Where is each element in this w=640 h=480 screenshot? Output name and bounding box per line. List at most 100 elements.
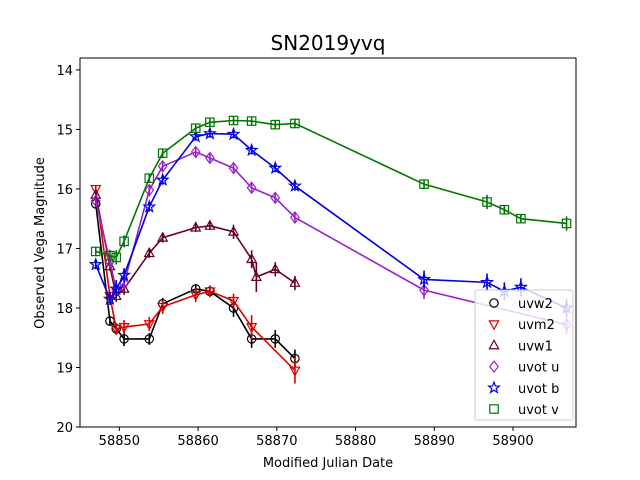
y-tick-label: 20 [56, 421, 73, 436]
data-point [157, 148, 168, 159]
data-point [119, 236, 129, 247]
data-point [119, 334, 129, 344]
x-tick-label: 58890 [414, 434, 455, 449]
data-point [190, 290, 202, 302]
data-point [227, 296, 240, 308]
legend: uvw2 uvm2 uvw1 uvot u uvot b uvot v [474, 289, 574, 421]
data-point [143, 320, 155, 331]
data-point [105, 250, 115, 261]
data-point [204, 287, 216, 298]
data-point [269, 262, 281, 274]
legend-label-uvm2: uvm2 [518, 318, 555, 333]
y-tick-label: 16 [56, 183, 73, 198]
x-tick-label: 58880 [335, 434, 376, 449]
x-tick-label: 58850 [99, 434, 140, 449]
y-axis-label: Observed Vega Magnitude [33, 157, 48, 329]
data-point [117, 267, 132, 282]
data-point [289, 211, 300, 224]
data-point [157, 231, 169, 242]
data-point [188, 129, 203, 143]
legend-label-uvw2: uvw2 [518, 297, 553, 312]
data-point [482, 197, 492, 207]
x-axis-label: Modified Julian Date [263, 456, 393, 471]
data-point [270, 191, 281, 205]
data-point [157, 302, 169, 314]
data-point [90, 194, 101, 208]
y-tick-label: 18 [56, 302, 73, 317]
data-point [144, 173, 155, 184]
data-point [289, 366, 301, 377]
plot-frame [79, 57, 577, 428]
data-point [104, 260, 116, 271]
data-point [110, 324, 122, 336]
series-uvm2 [90, 184, 301, 384]
y-tick-label: 14 [56, 64, 73, 79]
chart-title: SN2019yvq [271, 31, 386, 55]
data-point [250, 270, 262, 281]
data-point [245, 323, 258, 334]
data-point [155, 172, 170, 187]
data-point [499, 204, 510, 215]
data-point [416, 271, 432, 286]
data-point [142, 199, 157, 213]
y-tick-label: 17 [56, 242, 73, 257]
data-point [205, 117, 215, 128]
x-tick-label: 58900 [492, 434, 533, 449]
data-point [246, 116, 257, 126]
data-point [102, 291, 118, 306]
data-point [228, 161, 239, 175]
data-point [90, 184, 102, 196]
data-point [290, 118, 300, 129]
data-point [245, 252, 258, 264]
data-point [419, 283, 430, 297]
data-point [109, 281, 124, 295]
data-point [561, 218, 572, 229]
legend-marker-uvm2 [488, 320, 500, 331]
data-point [143, 246, 155, 258]
legend-label-uvot-v: uvot v [518, 403, 559, 418]
data-point [118, 282, 130, 293]
data-point [190, 221, 202, 232]
data-point [226, 126, 241, 141]
y-tick-label: 15 [56, 123, 73, 138]
data-point [157, 159, 168, 173]
legend-marker-uvw1 [488, 339, 500, 350]
data-point [144, 334, 155, 344]
data-point [244, 142, 259, 157]
series-line-uvot-u [94, 151, 567, 326]
legend-label-uvot-b: uvot b [518, 382, 559, 397]
data-point [516, 213, 526, 224]
data-point [246, 181, 257, 195]
series-uvot-v [90, 115, 572, 265]
legend-marker-uvw2 [489, 298, 499, 308]
data-point [204, 151, 215, 165]
data-point [111, 252, 122, 263]
data-point [289, 276, 301, 287]
data-point [513, 279, 528, 294]
data-point [227, 225, 240, 236]
legend-marker-uvot-b [486, 380, 502, 394]
data-point [270, 334, 281, 344]
x-tick-label: 58860 [177, 434, 218, 449]
data-point [479, 274, 495, 289]
data-point [202, 126, 217, 140]
legend-label-uvw1: uvw1 [518, 339, 553, 354]
data-point [190, 145, 201, 159]
data-point [419, 179, 429, 189]
data-point [228, 115, 239, 126]
series-line-uvot-b [95, 132, 567, 309]
data-point [144, 183, 155, 197]
x-tick-label: 58870 [256, 434, 297, 449]
legend-label-uvot-u: uvot u [518, 361, 559, 376]
data-point [88, 257, 103, 271]
data-point [90, 246, 101, 257]
legend-marker-uvot-u [489, 360, 499, 374]
y-tick-label: 19 [56, 361, 73, 376]
data-point [110, 289, 122, 301]
data-point [204, 219, 216, 230]
legend-marker-uvot-v [489, 404, 499, 414]
data-point [118, 323, 130, 334]
legend-box [474, 289, 574, 421]
data-point [190, 123, 201, 134]
